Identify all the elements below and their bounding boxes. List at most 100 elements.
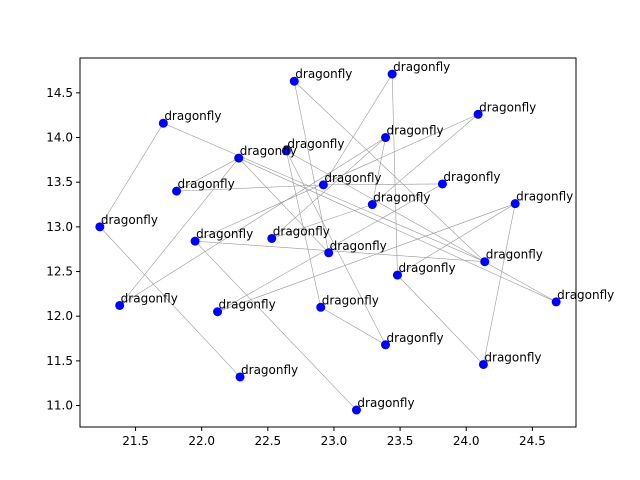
data-point-2 xyxy=(158,118,168,128)
edge-line-23 xyxy=(195,240,485,263)
edge-line-15 xyxy=(323,183,443,186)
data-point-5 xyxy=(281,146,291,156)
edge-line-13 xyxy=(238,157,557,303)
edge-line-29 xyxy=(372,137,386,205)
point-label-23: dragonfly xyxy=(484,350,541,364)
point-label-7: dragonfly xyxy=(324,171,381,185)
y-tick-label-1: 11.5 xyxy=(46,354,73,368)
plot-area-frame xyxy=(79,57,577,428)
edge-line-12 xyxy=(238,157,329,253)
edge-line-7 xyxy=(119,137,386,306)
edge-line-3 xyxy=(99,123,164,228)
point-label-2: dragonfly xyxy=(164,109,221,123)
edge-line-26 xyxy=(217,203,516,313)
data-point-25 xyxy=(351,405,361,415)
edge-line-6 xyxy=(194,114,479,242)
edge-line-10 xyxy=(286,150,386,345)
edge-line-11 xyxy=(176,157,239,192)
point-label-19: dragonfly xyxy=(121,291,178,305)
data-point-11 xyxy=(510,199,520,209)
data-point-6 xyxy=(234,153,244,163)
data-point-22 xyxy=(381,340,391,350)
point-label-24: dragonfly xyxy=(241,363,298,377)
edge-line-18 xyxy=(397,203,516,276)
point-label-11: dragonfly xyxy=(516,190,573,204)
point-label-6: dragonfly xyxy=(240,144,297,158)
edge-line-5 xyxy=(372,114,479,205)
edge-line-0 xyxy=(294,81,485,262)
point-label-17: dragonfly xyxy=(398,261,455,275)
y-tick-label-5: 13.5 xyxy=(46,175,73,189)
data-point-10 xyxy=(367,200,377,210)
y-tick-label-2: 12.0 xyxy=(46,309,73,323)
data-point-8 xyxy=(437,179,447,189)
data-point-1 xyxy=(387,69,397,79)
x-tick-label-2: 22.5 xyxy=(254,434,281,448)
point-label-21: dragonfly xyxy=(322,293,379,307)
edge-line-16 xyxy=(217,183,443,313)
data-point-20 xyxy=(213,307,223,317)
point-label-18: dragonfly xyxy=(557,288,614,302)
x-tick-label-0: 21.5 xyxy=(122,434,149,448)
point-label-12: dragonfly xyxy=(101,213,158,227)
data-point-24 xyxy=(235,372,245,382)
points-layer xyxy=(95,69,561,415)
y-tick-label-3: 12.5 xyxy=(46,265,73,279)
data-point-4 xyxy=(381,133,391,143)
y-axis-ticks: 11.0 11.5 12.0 12.5 13.0 13.5 14.0 14.5 xyxy=(46,86,80,413)
data-point-9 xyxy=(172,186,182,196)
edge-line-20 xyxy=(99,226,241,378)
x-tick-label-3: 23.0 xyxy=(321,434,348,448)
point-label-3: dragonfly xyxy=(479,100,536,114)
point-label-9: dragonfly xyxy=(178,177,235,191)
point-label-4: dragonfly xyxy=(387,124,444,138)
data-point-23 xyxy=(478,359,488,369)
point-label-15: dragonfly xyxy=(330,239,387,253)
edge-line-14 xyxy=(176,184,324,192)
edge-line-22 xyxy=(194,240,357,411)
data-point-13 xyxy=(267,233,277,243)
x-tick-label-5: 24.0 xyxy=(453,434,480,448)
y-tick-label-6: 14.0 xyxy=(46,131,73,145)
y-tick-label-0: 11.0 xyxy=(46,399,73,413)
x-tick-label-4: 23.5 xyxy=(387,434,414,448)
data-point-17 xyxy=(392,270,402,280)
data-point-19 xyxy=(115,300,125,310)
point-label-14: dragonfly xyxy=(196,227,253,241)
edge-line-24 xyxy=(397,274,484,365)
data-point-7 xyxy=(318,180,328,190)
x-tick-label-1: 22.0 xyxy=(188,434,215,448)
data-point-0 xyxy=(289,76,299,86)
data-point-18 xyxy=(551,297,561,307)
y-tick-label-7: 14.5 xyxy=(46,86,73,100)
edge-line-21 xyxy=(271,137,386,239)
edge-line-27 xyxy=(320,307,386,346)
point-label-25: dragonfly xyxy=(357,396,414,410)
point-label-10: dragonfly xyxy=(373,191,430,205)
edge-line-19 xyxy=(483,203,516,365)
x-axis-ticks: 21.5 22.0 22.5 23.0 23.5 24.0 24.5 xyxy=(122,427,546,448)
y-tick-label-4: 13.0 xyxy=(46,220,73,234)
data-point-21 xyxy=(316,302,326,312)
data-point-12 xyxy=(95,222,105,232)
edge-line-17 xyxy=(271,204,373,239)
point-label-0: dragonfly xyxy=(295,67,352,81)
edge-line-8 xyxy=(286,150,557,303)
point-label-8: dragonfly xyxy=(443,170,500,184)
point-label-5: dragonfly xyxy=(287,137,344,151)
edge-line-9 xyxy=(286,150,322,308)
x-tick-label-6: 24.5 xyxy=(519,434,546,448)
point-label-22: dragonfly xyxy=(387,331,444,345)
point-labels-layer: dragonfly dragonfly dragonfly dragonfly drag… xyxy=(101,60,614,410)
point-label-13: dragonfly xyxy=(273,224,330,238)
data-point-3 xyxy=(473,109,483,119)
point-label-1: dragonfly xyxy=(393,60,450,74)
edges-layer xyxy=(99,73,557,411)
edge-line-2 xyxy=(391,74,398,276)
data-point-15 xyxy=(324,248,334,258)
data-point-16 xyxy=(480,257,490,267)
point-label-16: dragonfly xyxy=(486,248,543,262)
edge-line-1 xyxy=(323,73,393,186)
point-label-20: dragonfly xyxy=(219,298,276,312)
